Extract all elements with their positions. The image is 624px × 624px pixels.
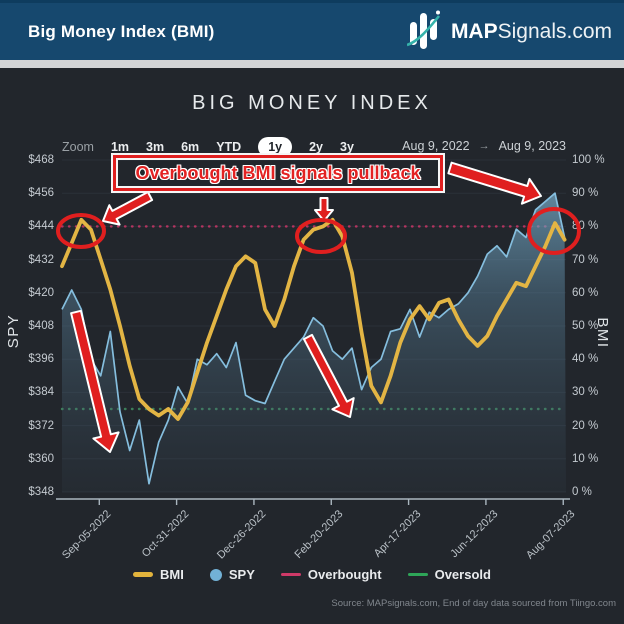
left-axis-tick-label: $384 (28, 386, 54, 399)
legend-item-oversold[interactable]: Oversold (407, 567, 491, 582)
left-axis-tick-label: $408 (28, 320, 54, 332)
left-axis-tick-label: $456 (28, 187, 54, 200)
right-axis-tick-label: 100 % (572, 154, 605, 166)
right-axis-tick-label: 10 % (572, 452, 599, 465)
zoom-label: Zoom (62, 140, 94, 154)
brand-text: MAPSignals.com (451, 20, 612, 44)
range-arrow-icon: → (478, 140, 490, 152)
right-axis-tick-label: 70 % (572, 253, 599, 266)
legend-label: Overbought (307, 567, 382, 582)
legend-marker-circle (209, 568, 222, 581)
range-button-ytd[interactable]: YTD (216, 140, 242, 154)
range-from[interactable]: Aug 9, 2022 (402, 139, 470, 153)
legend-label: BMI (160, 567, 184, 582)
legend-marker-dash (133, 572, 154, 577)
right-axis-tick-label: 50 % (572, 320, 599, 332)
legend-label: Oversold (434, 567, 491, 582)
range-button-1m[interactable]: 1m (110, 140, 130, 154)
range-button-6m[interactable]: 6m (181, 140, 200, 154)
range-button-1y[interactable]: 1y (258, 137, 293, 157)
range-button-2y[interactable]: 2y (309, 140, 323, 154)
chart-title: BIG MONEY INDEX (192, 92, 432, 114)
range-button-3y[interactable]: 3y (340, 140, 354, 154)
brand-rest: Signals.com (497, 19, 612, 43)
left-axis-tick-label: $396 (28, 353, 54, 366)
left-axis-tick-label: $468 (28, 154, 54, 166)
window-title: Big Money Index (BMI) (28, 21, 215, 41)
right-axis-tick-label: 80 % (572, 220, 599, 233)
spy-area (62, 193, 566, 492)
right-axis-tick-label: 40 % (572, 353, 599, 366)
legend-marker-dash (280, 573, 301, 576)
divider-strip (0, 60, 624, 68)
app-header: Big Money Index (BMI) MAPSignals.com (0, 0, 624, 60)
chart-legend: BMI SPY Overbought Oversold (0, 567, 624, 582)
brand-bold: MAP (450, 19, 498, 43)
left-axis-tick-label: $444 (28, 220, 54, 233)
left-axis-tick-label: $360 (28, 452, 54, 465)
spy-series-line[interactable] (61, 192, 566, 485)
source-attribution: Source: MAPsignals.com, End of day data … (331, 598, 616, 609)
right-axis-tick-label: 60 % (572, 286, 599, 299)
annotation-callout-box: Overbought BMI signals pullback (113, 155, 443, 191)
date-range-display[interactable]: Aug 9, 2022 → Aug 9, 2023 (402, 139, 566, 153)
mapsignals-logo-icon (406, 10, 440, 49)
left-axis-tick-label: $372 (28, 419, 54, 432)
right-axis-tick-label: 90 % (572, 187, 599, 200)
annotation-text: Overbought BMI signals pullback (135, 162, 421, 183)
range-selector-toolbar: Zoom 1m 3m 6m YTD 1y 2y 3y (62, 136, 354, 158)
right-axis-tick-label: 30 % (572, 386, 599, 399)
legend-item-bmi[interactable]: BMI (133, 567, 184, 582)
brand[interactable]: MAPSignals.com (406, 9, 612, 55)
legend-item-overbought[interactable]: Overbought (280, 567, 382, 582)
legend-marker-dash (407, 573, 428, 576)
left-axis-tick-label: $432 (28, 253, 54, 266)
range-button-3m[interactable]: 3m (146, 140, 165, 154)
left-axis-tick-label: $420 (28, 286, 54, 299)
legend-item-spy[interactable]: SPY (209, 567, 255, 582)
right-axis-tick-label: 20 % (572, 419, 599, 432)
right-axis-tick-label: 0 % (572, 486, 592, 498)
left-axis-tick-label: $348 (28, 486, 54, 498)
range-to[interactable]: Aug 9, 2023 (498, 139, 566, 153)
legend-label: SPY (228, 567, 255, 582)
